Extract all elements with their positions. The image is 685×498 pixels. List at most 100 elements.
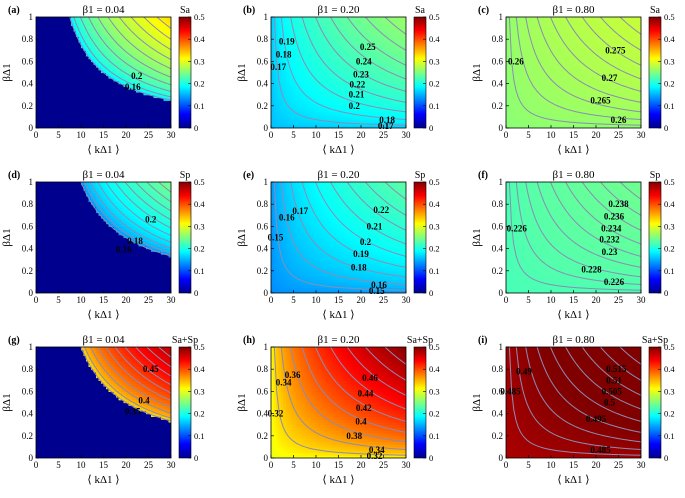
heatmap-cell — [523, 91, 527, 96]
heatmap-cell — [338, 19, 342, 24]
heatmap-cell — [93, 125, 97, 128]
heatmap-cell — [153, 28, 157, 32]
heatmap-cell — [271, 47, 275, 51]
heatmap-cell — [311, 97, 315, 101]
heatmap-cell — [158, 33, 162, 38]
heatmap-cell — [278, 94, 282, 99]
heatmap-cell — [516, 39, 520, 43]
heatmap-cell — [118, 19, 122, 24]
heatmap-cell — [371, 116, 375, 121]
heatmap-cell — [106, 19, 110, 24]
heatmap-cell — [301, 91, 305, 96]
heatmap-cell — [163, 50, 167, 54]
heatmap-cell — [328, 39, 332, 43]
heatmap-cell — [78, 22, 82, 26]
heatmap-cell — [61, 55, 65, 60]
heatmap-cell — [293, 25, 297, 29]
heatmap-cell — [338, 69, 342, 74]
heatmap-cell — [123, 78, 127, 82]
x-tick-label: 30 — [167, 130, 177, 140]
heatmap-cell — [531, 100, 535, 104]
heatmap-cell — [508, 47, 512, 51]
heatmap-cell — [51, 53, 55, 57]
heatmap-cell — [401, 91, 405, 96]
heatmap-cell — [116, 55, 120, 60]
heatmap-cell — [43, 50, 47, 54]
heatmap-cell — [308, 100, 312, 104]
heatmap-cell — [328, 17, 332, 21]
heatmap-cell — [523, 39, 527, 43]
heatmap-cell — [281, 103, 285, 107]
heatmap-cell — [56, 47, 60, 51]
heatmap-cell — [51, 91, 55, 96]
heatmap-cell — [351, 94, 355, 99]
heatmap-cell — [366, 36, 370, 40]
heatmap-cell — [151, 80, 155, 85]
heatmap-cell — [388, 28, 392, 32]
heatmap-cell — [536, 125, 540, 128]
heatmap-cell — [388, 53, 392, 57]
heatmap-cell — [138, 89, 142, 93]
heatmap-cell — [136, 44, 140, 49]
heatmap-cell — [291, 28, 295, 32]
heatmap-cell — [386, 122, 390, 126]
heatmap-cell — [371, 33, 375, 38]
heatmap-cell — [533, 39, 537, 43]
heatmap-cell — [161, 114, 165, 118]
heatmap-cell — [78, 103, 82, 107]
heatmap-cell — [331, 44, 335, 49]
heatmap-cell — [43, 83, 47, 87]
heatmap-cell — [121, 28, 125, 32]
heatmap-cell — [71, 119, 75, 124]
heatmap-cell — [298, 111, 302, 115]
heatmap-cell — [111, 25, 115, 29]
heatmap-cell — [73, 89, 77, 93]
heatmap-cell — [138, 80, 142, 85]
heatmap-cell — [56, 114, 60, 118]
heatmap-cell — [283, 36, 287, 40]
heatmap-cell — [143, 125, 147, 128]
heatmap-cell — [316, 25, 320, 29]
heatmap-cell — [386, 28, 390, 32]
heatmap-cell — [396, 69, 400, 74]
heatmap-cell — [81, 122, 85, 126]
heatmap-cell — [528, 19, 532, 24]
heatmap-cell — [353, 44, 357, 49]
heatmap-cell — [536, 44, 540, 49]
heatmap-cell — [61, 33, 65, 38]
heatmap-cell — [403, 33, 406, 38]
heatmap-cell — [91, 66, 95, 71]
heatmap-cell — [323, 116, 327, 121]
heatmap-cell — [118, 100, 122, 104]
heatmap-cell — [56, 28, 60, 32]
heatmap-cell — [88, 111, 92, 115]
heatmap-cell — [398, 64, 402, 68]
heatmap-cell — [58, 64, 62, 68]
heatmap-cell — [328, 122, 332, 126]
heatmap-cell — [508, 108, 512, 112]
heatmap-cell — [156, 116, 160, 121]
heatmap-cell — [391, 36, 395, 40]
heatmap-cell — [143, 100, 147, 104]
heatmap-cell — [61, 114, 65, 118]
heatmap-cell — [371, 125, 375, 128]
heatmap-cell — [283, 30, 287, 35]
heatmap-cell — [538, 78, 542, 82]
heatmap-cell — [366, 30, 370, 35]
heatmap-cell — [341, 64, 345, 68]
heatmap-cell — [308, 33, 312, 38]
heatmap-cell — [71, 28, 75, 32]
heatmap-cell — [313, 61, 317, 65]
heatmap-cell — [271, 50, 275, 54]
heatmap-cell — [141, 80, 145, 85]
heatmap-cell — [103, 80, 107, 85]
heatmap-cell — [338, 108, 342, 112]
heatmap-cell — [156, 75, 160, 79]
heatmap-cell — [398, 72, 402, 76]
heatmap-cell — [528, 22, 532, 26]
heatmap-cell — [73, 36, 77, 40]
heatmap-cell — [373, 100, 377, 104]
heatmap-cell — [296, 89, 300, 93]
heatmap-cell — [281, 108, 285, 112]
heatmap-cell — [331, 61, 335, 65]
